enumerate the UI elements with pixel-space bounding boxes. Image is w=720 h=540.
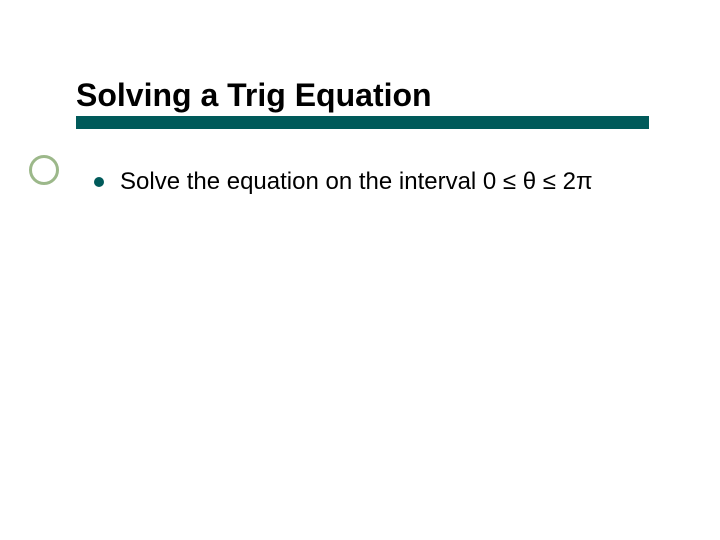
slide-title: Solving a Trig Equation (76, 76, 690, 114)
slide: Solving a Trig Equation Solve the equati… (0, 0, 720, 540)
bullet-text: Solve the equation on the interval 0 ≤ θ… (120, 167, 593, 197)
accent-circle-icon (29, 155, 59, 185)
bullet-item: Solve the equation on the interval 0 ≤ θ… (94, 167, 680, 197)
bullet-dot-icon (94, 177, 104, 187)
title-area: Solving a Trig Equation (0, 76, 720, 129)
body-area: Solve the equation on the interval 0 ≤ θ… (0, 129, 720, 197)
title-underline-bar (76, 116, 649, 129)
